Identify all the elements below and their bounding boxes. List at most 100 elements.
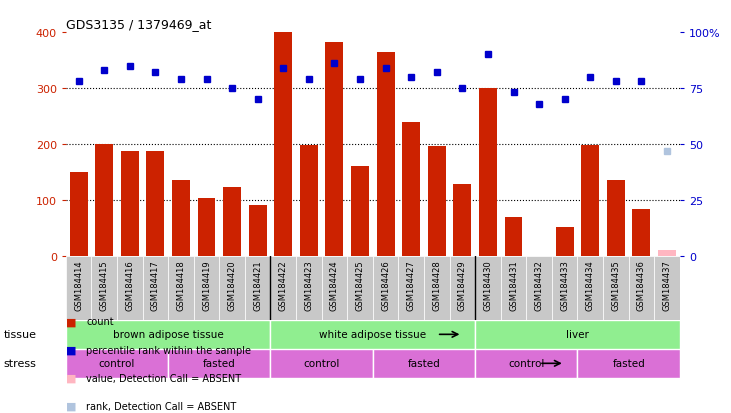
Bar [629, 256, 654, 320]
Bar [219, 256, 245, 320]
Text: GSM184416: GSM184416 [125, 259, 135, 310]
Text: percentile rank within the sample: percentile rank within the sample [86, 345, 251, 355]
Bar [66, 256, 91, 320]
Bar [245, 256, 270, 320]
Text: GDS3135 / 1379469_at: GDS3135 / 1379469_at [66, 17, 211, 31]
Bar [270, 349, 373, 378]
Text: liver: liver [566, 330, 589, 339]
Bar [300, 146, 318, 256]
Text: fasted: fasted [408, 358, 440, 368]
Text: GSM184424: GSM184424 [330, 259, 339, 310]
Bar [632, 210, 651, 256]
Bar [376, 52, 395, 256]
Text: count: count [86, 317, 114, 327]
Text: GSM184428: GSM184428 [432, 259, 442, 310]
Text: control: control [303, 358, 340, 368]
Bar [274, 33, 292, 256]
Text: control: control [508, 358, 545, 368]
Bar [347, 256, 373, 320]
Bar [658, 250, 676, 256]
Text: GSM184425: GSM184425 [355, 259, 365, 310]
Text: GSM184426: GSM184426 [381, 259, 390, 310]
Text: GSM184436: GSM184436 [637, 259, 646, 310]
Bar [475, 256, 501, 320]
Bar [501, 256, 526, 320]
Bar [325, 43, 344, 256]
Bar [526, 256, 552, 320]
Bar [581, 146, 599, 256]
Bar [607, 181, 625, 256]
Text: ■: ■ [66, 345, 76, 355]
Bar [577, 256, 603, 320]
Text: GSM184427: GSM184427 [406, 259, 416, 310]
Text: GSM184430: GSM184430 [483, 259, 493, 310]
Bar [424, 256, 450, 320]
Bar [603, 256, 629, 320]
Bar [428, 146, 446, 256]
Bar [270, 320, 475, 349]
Text: GSM184419: GSM184419 [202, 259, 211, 310]
Text: tissue: tissue [4, 330, 37, 339]
Bar [453, 185, 471, 256]
Bar [373, 349, 475, 378]
Text: ■: ■ [66, 401, 76, 411]
Text: white adipose tissue: white adipose tissue [319, 330, 426, 339]
Bar [197, 199, 216, 256]
Bar [249, 206, 267, 256]
Bar [91, 256, 117, 320]
Bar [577, 349, 680, 378]
Bar [223, 188, 241, 256]
Bar [168, 349, 270, 378]
Bar [143, 256, 168, 320]
Bar [66, 349, 168, 378]
Bar [402, 122, 420, 256]
Bar [475, 349, 577, 378]
Bar [351, 167, 369, 256]
Text: GSM184431: GSM184431 [509, 259, 518, 310]
Text: stress: stress [4, 358, 37, 368]
Bar [117, 256, 143, 320]
Text: GSM184417: GSM184417 [151, 259, 160, 310]
Text: GSM184414: GSM184414 [74, 259, 83, 310]
Text: fasted: fasted [613, 358, 645, 368]
Text: ■: ■ [66, 317, 76, 327]
Bar [194, 256, 219, 320]
Bar [168, 256, 194, 320]
Bar [69, 173, 88, 256]
Text: GSM184434: GSM184434 [586, 259, 595, 310]
Text: GSM184418: GSM184418 [176, 259, 186, 310]
Text: fasted: fasted [203, 358, 235, 368]
Bar [66, 320, 270, 349]
Bar [556, 227, 574, 256]
Text: GSM184432: GSM184432 [534, 259, 544, 310]
Bar [479, 89, 497, 256]
Text: ■: ■ [66, 373, 76, 383]
Text: value, Detection Call = ABSENT: value, Detection Call = ABSENT [86, 373, 241, 383]
Bar [373, 256, 398, 320]
Text: rank, Detection Call = ABSENT: rank, Detection Call = ABSENT [86, 401, 237, 411]
Bar [322, 256, 347, 320]
Text: GSM184420: GSM184420 [227, 259, 237, 310]
Text: GSM184415: GSM184415 [99, 259, 109, 310]
Bar [270, 256, 296, 320]
Bar [398, 256, 424, 320]
Text: GSM184433: GSM184433 [560, 259, 569, 310]
Bar [450, 256, 475, 320]
Text: GSM184435: GSM184435 [611, 259, 621, 310]
Bar [121, 151, 139, 256]
Bar [552, 256, 577, 320]
Bar [654, 256, 680, 320]
Text: control: control [99, 358, 135, 368]
Bar [146, 151, 164, 256]
Bar [475, 320, 680, 349]
Bar [296, 256, 322, 320]
Text: GSM184422: GSM184422 [279, 259, 288, 310]
Text: GSM184429: GSM184429 [458, 259, 467, 310]
Text: GSM184437: GSM184437 [662, 259, 672, 310]
Bar [172, 181, 190, 256]
Bar [504, 217, 523, 256]
Text: GSM184423: GSM184423 [304, 259, 314, 310]
Text: GSM184421: GSM184421 [253, 259, 262, 310]
Bar [95, 145, 113, 256]
Text: brown adipose tissue: brown adipose tissue [113, 330, 224, 339]
